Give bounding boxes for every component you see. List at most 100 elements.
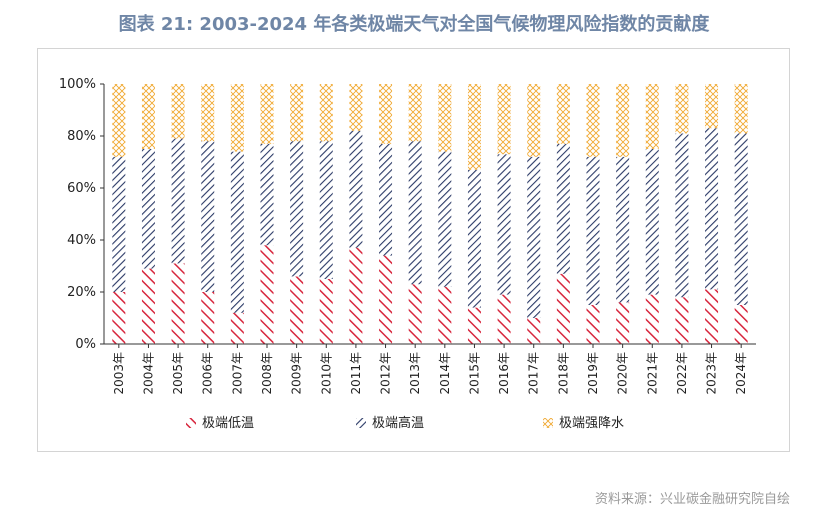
y-tick-label: 80% [67, 129, 96, 144]
y-tick-label: 60% [67, 181, 96, 196]
bar-segment-heavy-rain [201, 84, 215, 142]
legend-label: 极端强降水 [559, 416, 624, 431]
bar-segment-heavy-rain [349, 84, 363, 131]
bar-segment-low-temp [408, 284, 422, 344]
x-tick-label: 2024年 [734, 352, 748, 395]
x-tick-label: 2004年 [141, 352, 155, 395]
y-tick-label: 0% [75, 337, 96, 352]
bar-segment-low-temp [171, 263, 185, 344]
bar-segment-heavy-rain [379, 84, 393, 144]
x-tick-label: 2006年 [201, 352, 215, 395]
bar-segment-high-temp [141, 149, 155, 269]
bar-segment-low-temp [645, 294, 659, 344]
x-tick-label: 2018年 [556, 352, 570, 395]
x-tick-label: 2015年 [467, 352, 481, 395]
bar-segment-low-temp [675, 297, 689, 344]
bar-segment-heavy-rain [467, 84, 481, 170]
chart-area: 0% 20% 40% 60% 80% 100% 2003年 2004年 2005年 2006年 20… [37, 48, 790, 452]
bar-segment-high-temp [230, 151, 244, 313]
legend-item-low-temp: 极端低温 [186, 416, 254, 431]
x-tick-label: 2009年 [290, 352, 304, 395]
bar-segment-low-temp [467, 307, 481, 344]
legend-label: 极端高温 [372, 415, 424, 431]
bar-segment-low-temp [705, 289, 719, 344]
legend-label: 极端低温 [202, 416, 254, 431]
bar-segment-low-temp [497, 294, 511, 344]
x-tick-label: 2014年 [438, 352, 452, 395]
x-tick-label: 2005年 [171, 352, 185, 395]
bar-segment-heavy-rain [675, 84, 689, 134]
bar-segment-low-temp [556, 273, 570, 344]
x-tick-label: 2003年 [112, 352, 126, 395]
bar-segment-high-temp [586, 156, 600, 305]
stacked-bar-chart: 0% 20% 40% 60% 80% 100% 2003年 2004年 2005年 2006年 20… [59, 77, 756, 431]
x-tick-label: 2021年 [645, 352, 659, 395]
bar-segment-high-temp [527, 156, 541, 318]
bar-segment-high-temp [290, 141, 304, 277]
x-tick-label: 2012年 [379, 352, 393, 395]
bar-segment-high-temp [734, 133, 748, 305]
bar-segment-heavy-rain [556, 84, 570, 144]
bar-segment-low-temp [290, 276, 304, 344]
bar-segment-high-temp [467, 169, 481, 308]
bar-segment-low-temp [112, 292, 126, 344]
x-tick-label: 2008年 [260, 352, 274, 395]
bar-segment-heavy-rain [734, 84, 748, 134]
legend-swatch [356, 418, 366, 428]
x-tick-label: 2022年 [675, 352, 689, 395]
legend-item-heavy-rain: 极端强降水 [543, 416, 624, 431]
bar-segment-high-temp [556, 143, 570, 274]
x-tick-label: 2011年 [349, 352, 363, 395]
bar-segment-heavy-rain [290, 84, 304, 142]
bar-segment-high-temp [497, 154, 511, 295]
bar-segment-heavy-rain [319, 84, 333, 142]
bar-segment-heavy-rain [616, 84, 630, 157]
x-tick-label: 2010年 [319, 352, 333, 395]
bar-segment-low-temp [438, 286, 452, 344]
bar-segment-heavy-rain [230, 84, 244, 152]
bar-segment-low-temp [201, 292, 215, 344]
bar-segment-high-temp [201, 141, 215, 292]
bar-segment-low-temp [734, 305, 748, 344]
bar-segment-high-temp [645, 149, 659, 295]
bar-segment-heavy-rain [112, 84, 126, 157]
bar-segment-low-temp [586, 305, 600, 344]
bar-segment-low-temp [260, 245, 274, 344]
bar-segment-high-temp [616, 156, 630, 303]
bar-segment-low-temp [527, 318, 541, 344]
bar-segment-high-temp [705, 128, 719, 290]
bar-segment-high-temp [260, 143, 274, 246]
x-tick-label: 2023年 [705, 352, 719, 395]
y-tick-label: 100% [59, 77, 96, 92]
x-tick-label: 2016年 [497, 352, 511, 395]
bar-segment-heavy-rain [586, 84, 600, 157]
bar-segment-heavy-rain [527, 84, 541, 157]
bar-segment-high-temp [171, 138, 185, 264]
bar-segment-high-temp [349, 130, 363, 248]
x-tick-label: 2019年 [586, 352, 600, 395]
bar-segment-low-temp [616, 302, 630, 344]
bar-segment-heavy-rain [141, 84, 155, 149]
bar-segment-heavy-rain [171, 84, 185, 139]
legend-item-high-temp: 极端高温 [356, 415, 424, 431]
bar-segment-low-temp [319, 279, 333, 344]
bar-segment-heavy-rain [438, 84, 452, 152]
bar-segment-low-temp [141, 268, 155, 344]
bar-segment-high-temp [408, 141, 422, 285]
bar-segment-heavy-rain [260, 84, 274, 144]
bar-segment-heavy-rain [645, 84, 659, 149]
x-tick-label: 2013年 [408, 352, 422, 395]
chart-title: 图表 21: 2003-2024 年各类极端天气对全国气候物理风险指数的贡献度 [118, 14, 710, 35]
bar-segment-high-temp [675, 133, 689, 298]
bar-segment-high-temp [438, 151, 452, 287]
bar-segment-heavy-rain [497, 84, 511, 155]
legend-swatch [186, 418, 196, 428]
bar-segment-heavy-rain [705, 84, 719, 129]
legend-swatch [543, 418, 553, 428]
bar-segment-low-temp [379, 255, 393, 344]
bar-segment-high-temp [379, 143, 393, 256]
bar-segment-high-temp [319, 141, 333, 279]
x-tick-label: 2007年 [230, 352, 244, 395]
y-tick-label: 20% [67, 285, 96, 300]
source-note: 资料来源：兴业碳金融研究院自绘 [594, 492, 790, 507]
